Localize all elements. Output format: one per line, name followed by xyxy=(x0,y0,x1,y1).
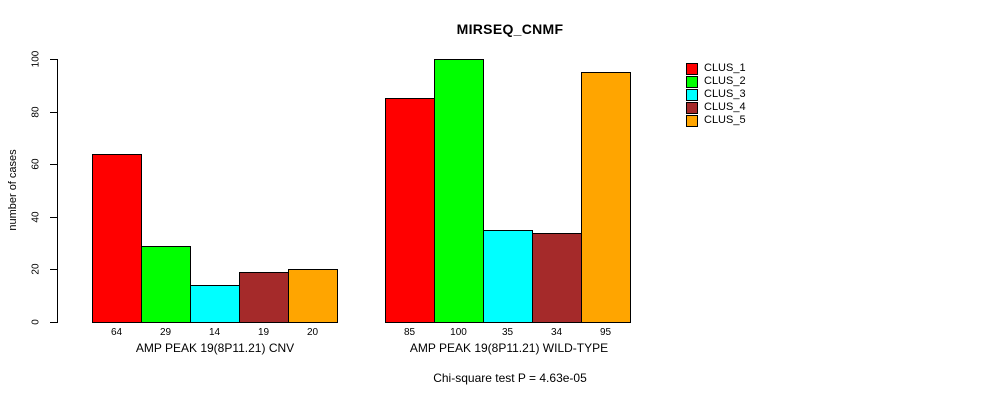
y-tick-label: 100 xyxy=(30,50,42,68)
y-tick xyxy=(50,59,57,60)
legend-item-label: CLUS_2 xyxy=(704,75,746,87)
bar-clus-5-group-1 xyxy=(288,269,338,323)
bar-value-label: 85 xyxy=(403,327,416,338)
bar-value-label: 20 xyxy=(306,327,319,338)
y-tick xyxy=(50,112,57,113)
y-tick-label: 40 xyxy=(30,211,42,223)
legend-swatch-icon xyxy=(686,62,698,75)
bar-clus-4-group-1 xyxy=(239,272,289,323)
y-tick-label: 60 xyxy=(30,158,42,170)
y-tick xyxy=(50,164,57,165)
y-tick xyxy=(50,269,57,270)
legend-swatch-icon xyxy=(686,101,698,114)
y-tick-label: 80 xyxy=(30,106,42,118)
legend-item-clus-2: CLUS_2 xyxy=(686,75,746,88)
legend-item-label: CLUS_4 xyxy=(704,101,746,113)
legend-swatch-icon xyxy=(686,75,698,88)
bar-clus-2-group-1 xyxy=(141,246,191,323)
y-tick xyxy=(50,322,57,323)
legend-item-clus-5: CLUS_5 xyxy=(686,114,746,127)
y-tick xyxy=(50,217,57,218)
bar-value-label: 100 xyxy=(450,327,467,338)
chart-title: MIRSEQ_CNMF xyxy=(456,21,564,37)
bar-value-label: 34 xyxy=(550,327,563,338)
legend: CLUS_1 CLUS_2 CLUS_3 CLUS_4 CLUS_5 xyxy=(686,62,746,127)
bar-value-label: 29 xyxy=(159,327,172,338)
legend-item-clus-4: CLUS_4 xyxy=(686,101,746,114)
legend-item-label: CLUS_3 xyxy=(704,88,746,100)
bar-value-label: 95 xyxy=(599,327,612,338)
bar-clus-1-group-2 xyxy=(385,98,435,323)
bar-clus-5-group-2 xyxy=(581,72,631,323)
legend-swatch-icon xyxy=(686,88,698,101)
bar-clus-1-group-1 xyxy=(92,154,142,323)
legend-item-clus-1: CLUS_1 xyxy=(686,62,746,75)
bar-value-label: 35 xyxy=(501,327,514,338)
bar-value-label: 19 xyxy=(257,327,270,338)
group-label-cnv: AMP PEAK 19(8P11.21) CNV xyxy=(135,341,295,355)
bar-clus-2-group-2 xyxy=(434,59,484,323)
bar-clus-3-group-1 xyxy=(190,285,240,323)
bar-clus-4-group-2 xyxy=(532,233,582,323)
legend-item-label: CLUS_1 xyxy=(704,62,746,74)
bar-value-label: 64 xyxy=(110,327,123,338)
chi-square-annotation: Chi-square test P = 4.63e-05 xyxy=(433,371,587,385)
y-tick-label: 20 xyxy=(30,263,42,275)
group-label-wild-type: AMP PEAK 19(8P11.21) WILD-TYPE xyxy=(409,341,609,355)
y-axis-line xyxy=(57,59,58,323)
legend-item-label: CLUS_5 xyxy=(704,114,746,126)
bar-clus-3-group-2 xyxy=(483,230,533,323)
y-axis-title: number of cases xyxy=(7,149,19,231)
y-tick-label: 0 xyxy=(30,319,42,325)
bar-value-label: 14 xyxy=(208,327,221,338)
legend-item-clus-3: CLUS_3 xyxy=(686,88,746,101)
legend-swatch-icon xyxy=(686,114,698,127)
